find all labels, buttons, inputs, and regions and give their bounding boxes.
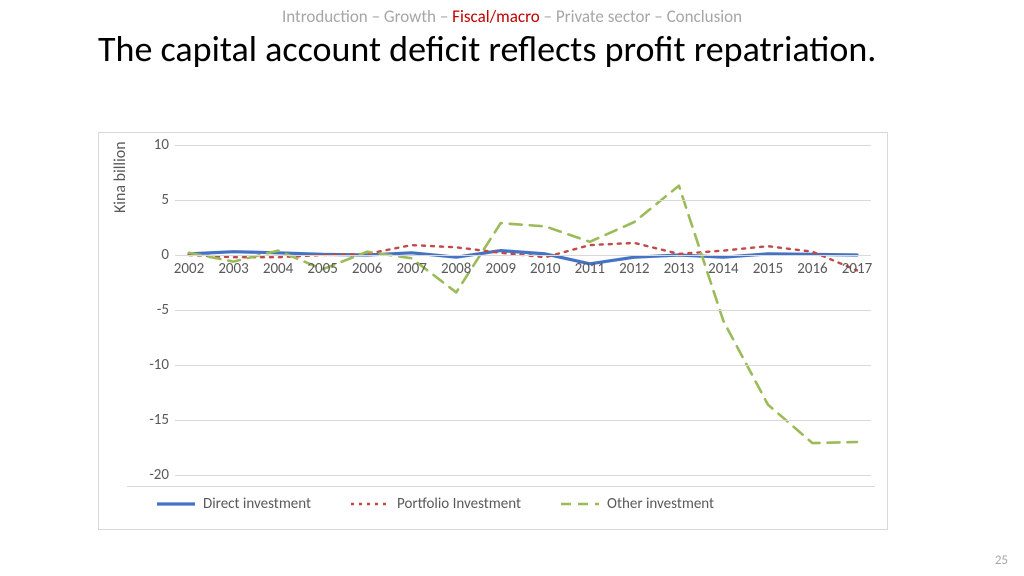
legend-label: Portfolio Investment xyxy=(397,495,521,513)
chart-container: Kina billion 10 5 0 -5 -10 -15 -20 2002 2003 2004… xyxy=(98,132,888,530)
legend-swatch-icon xyxy=(157,497,195,511)
x-tick-label: 2007 xyxy=(396,260,426,278)
y-tick-label: -10 xyxy=(135,356,169,374)
y-tick-label: 10 xyxy=(135,136,169,154)
legend-label: Other investment xyxy=(607,495,714,513)
x-tick-label: 2003 xyxy=(218,260,248,278)
page-title: The capital account deficit reflects pro… xyxy=(98,29,928,70)
breadcrumb-item: Fiscal/macro xyxy=(452,6,540,27)
x-tick-label: 2014 xyxy=(708,260,738,278)
y-tick-label: -20 xyxy=(135,466,169,484)
breadcrumb-separator: – xyxy=(436,6,452,27)
gridline xyxy=(175,310,871,311)
y-tick-label: -5 xyxy=(135,301,169,319)
y-tick-label: -15 xyxy=(135,411,169,429)
page-number: 25 xyxy=(995,553,1008,568)
x-tick-label: 2010 xyxy=(530,260,560,278)
x-tick-label: 2012 xyxy=(619,260,649,278)
breadcrumb-separator: – xyxy=(540,6,556,27)
x-tick-label: 2008 xyxy=(441,260,471,278)
x-tick-label: 2004 xyxy=(263,260,293,278)
breadcrumb-separator: – xyxy=(368,6,384,27)
y-tick-label: 5 xyxy=(135,191,169,209)
gridline xyxy=(175,475,871,476)
breadcrumb-separator: – xyxy=(650,6,666,27)
gridline xyxy=(175,145,871,146)
breadcrumb: Introduction – Growth – Fiscal/macro – P… xyxy=(0,0,1024,27)
x-tick-label: 2009 xyxy=(486,260,516,278)
x-tick-label: 2011 xyxy=(575,260,605,278)
breadcrumb-item: Introduction xyxy=(282,6,368,27)
x-tick-label: 2016 xyxy=(797,260,827,278)
gridline xyxy=(175,420,871,421)
x-tick-label: 2015 xyxy=(753,260,783,278)
breadcrumb-item: Growth xyxy=(384,6,436,27)
chart-legend: Direct investment Portfolio Investment Oth… xyxy=(127,486,875,521)
gridline xyxy=(175,255,871,256)
x-tick-label: 2017 xyxy=(842,260,872,278)
gridline xyxy=(175,365,871,366)
plot-area: 1050-5-10-15-202002200320042005200620072… xyxy=(175,145,871,475)
legend-label: Direct investment xyxy=(203,495,311,513)
legend-item: Other investment xyxy=(561,495,714,513)
legend-swatch-icon xyxy=(561,497,599,511)
x-tick-label: 2005 xyxy=(307,260,337,278)
breadcrumb-item: Private sector xyxy=(556,6,651,27)
series-line xyxy=(189,186,857,443)
legend-item: Direct investment xyxy=(157,495,311,513)
x-tick-label: 2002 xyxy=(174,260,204,278)
x-tick-label: 2013 xyxy=(664,260,694,278)
y-tick-label: 0 xyxy=(135,246,169,264)
gridline xyxy=(175,200,871,201)
breadcrumb-item: Conclusion xyxy=(667,6,742,27)
y-axis-title: Kina billion xyxy=(111,141,130,213)
legend-swatch-icon xyxy=(351,497,389,511)
legend-item: Portfolio Investment xyxy=(351,495,521,513)
x-tick-label: 2006 xyxy=(352,260,382,278)
